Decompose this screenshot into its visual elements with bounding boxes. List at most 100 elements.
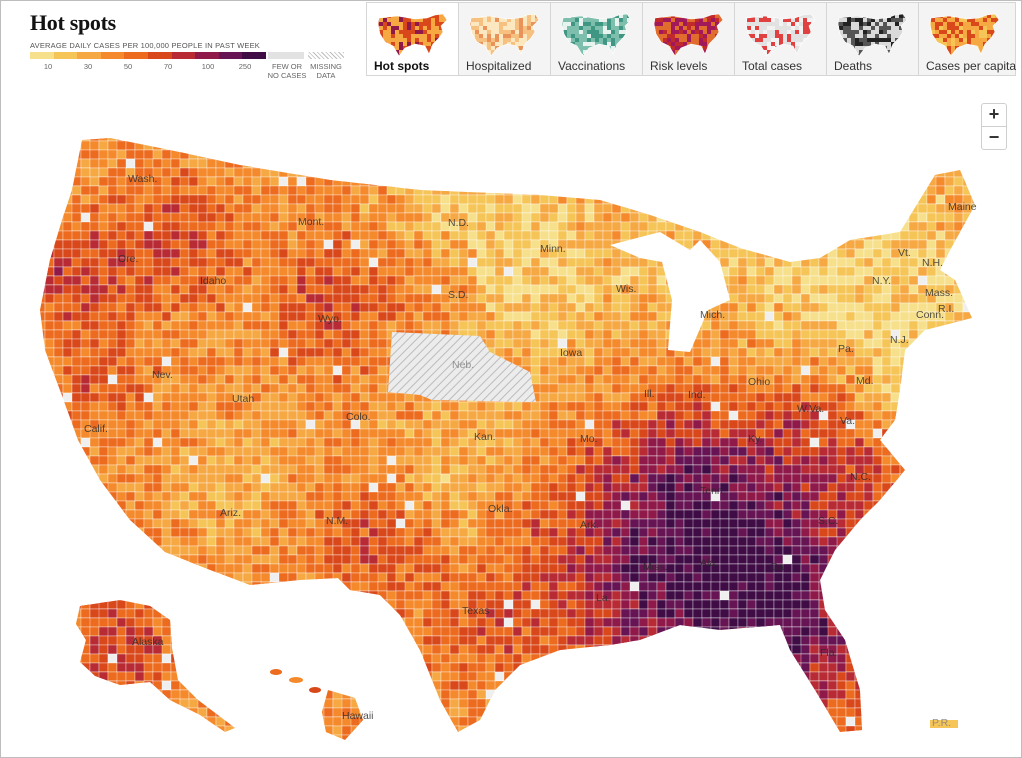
legend-tick-label: 10 [43,62,53,71]
tab-thumbnail-map [929,13,1000,57]
state-label: Tenn. [700,485,726,497]
legend-caption: AVERAGE DAILY CASES PER 100,000 PEOPLE I… [30,41,261,50]
state-label: W.Va. [797,403,824,415]
state-label: Ga. [770,561,787,573]
state-label: Pa. [838,343,854,355]
state-label: Idaho [200,275,226,287]
state-label: R.I. [938,303,954,315]
state-label: Md. [856,375,874,387]
state-label: N.D. [448,217,469,229]
state-label: Okla. [488,503,513,515]
state-label: Mass. [925,287,953,299]
hawaii-islands [270,669,321,693]
state-label: N.M. [326,515,348,527]
legend-swatch-6 [171,52,196,59]
state-label: S.D. [448,289,468,301]
state-label: Wis. [616,283,636,295]
legend-tick-label: 250 [238,62,252,71]
legend-tick-label: 70 [163,62,173,71]
state-label: Ohio [748,376,770,388]
zoom-out-button[interactable]: − [981,126,1007,150]
state-label: Miss. [643,561,668,573]
legend-label-missing-data: MISSING DATA [310,62,342,80]
tab-risk-levels[interactable]: Risk levels [643,3,735,75]
state-label: Mo. [580,433,598,445]
tab-label: Risk levels [650,59,708,73]
legend-label-few-cases: FEW OR NO CASES [267,62,307,80]
legend-swatch-1 [53,52,78,59]
state-label: Ky. [748,433,762,445]
state-label: Wyo. [318,313,342,325]
state-label: Vt. [898,247,911,259]
tab-label: Hospitalized [466,59,532,73]
state-label: Mich. [700,309,725,321]
state-label: Mont. [298,216,324,228]
legend-swatch-9 [242,52,266,59]
state-label: Ala. [700,557,718,569]
legend-swatch-5 [147,52,172,59]
legend-tick-label: 50 [123,62,133,71]
tab-label: Hot spots [374,59,430,73]
tab-cases-per-capita[interactable]: Cases per capita [919,3,1016,75]
legend-swatch-4 [124,52,148,59]
legend-swatch-few-cases [268,52,304,59]
tab-thumbnail-map [653,13,724,57]
state-label: N.Y. [872,275,891,287]
state-label: Wash. [128,173,157,185]
legend-swatch-missing-data [308,52,344,59]
tab-vaccinations[interactable]: Vaccinations [551,3,643,75]
tab-hot-spots[interactable]: Hot spots [367,3,459,75]
legend-swatch-2 [77,52,101,59]
legend-swatch-0 [30,52,54,59]
state-label: Fla. [820,647,838,659]
tab-total-cases[interactable]: Total cases [735,3,827,75]
state-label: N.H. [922,257,943,269]
state-label: Texas [462,605,489,617]
tab-thumbnail-map [561,13,632,57]
state-label: Iowa [560,347,582,359]
state-label: Minn. [540,243,566,255]
legend-tick-label: 100 [201,62,215,71]
tab-label: Cases per capita [926,59,1017,73]
state-label: Ill. [644,388,655,400]
tab-label: Total cases [742,59,803,73]
tab-label: Vaccinations [558,59,626,73]
state-label: La. [596,592,611,604]
state-label: Ore. [118,253,138,265]
page-title: Hot spots [30,10,116,35]
zoom-in-button[interactable]: + [981,103,1007,127]
tab-deaths[interactable]: Deaths [827,3,919,75]
state-label: Colo. [346,411,371,423]
state-label: Va. [840,415,855,427]
state-label: Alaska [132,636,164,648]
state-labels: Wash. Ore. Idaho Mont. Wyo. Nev. Calif. Utah Col… [84,173,977,729]
state-label: Ark. [580,519,599,531]
state-label: N.C. [850,471,871,483]
state-label: Ind. [688,389,706,401]
map-type-tabs: Hot spots Hospitalized Vaccinations Risk le… [366,2,1016,76]
county-cells [40,138,975,740]
state-label: Hawaii [342,710,374,722]
tab-thumbnail-map [745,13,816,57]
legend-swatch-3 [100,52,125,59]
nebraska-missing-data-area [388,332,536,402]
tab-thumbnail-map [377,13,448,57]
legend-swatch-8 [218,52,243,59]
state-label: Nev. [152,369,173,381]
state-label: Ariz. [220,507,241,519]
state-label: Maine [948,201,977,213]
state-label: Neb. [452,359,474,371]
tab-thumbnail-map [469,13,540,57]
tab-thumbnail-map [837,13,908,57]
state-label: P.R. [932,717,951,729]
state-label: S.C. [818,515,838,527]
puerto-rico-shape [930,720,958,728]
tab-label: Deaths [834,59,873,73]
state-label: Calif. [84,423,108,435]
great-lakes [610,232,730,352]
legend-tick-labels: 10 30 50 70 100 250 [30,62,266,72]
tab-hospitalized[interactable]: Hospitalized [459,3,551,75]
state-label: Utah [232,393,254,405]
state-label: N.J. [890,334,909,346]
